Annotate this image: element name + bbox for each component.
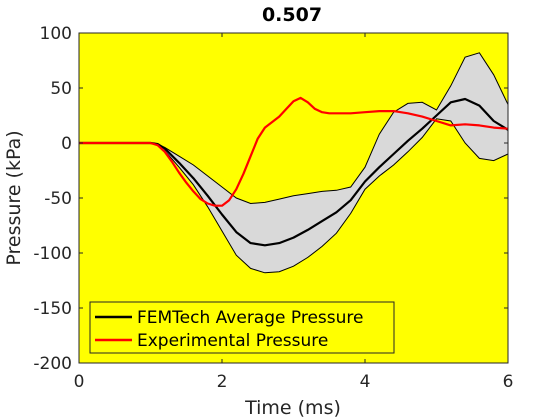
x-tick-label: 2: [217, 372, 228, 392]
y-tick-label: 50: [50, 79, 72, 99]
x-tick-label: 0: [74, 372, 85, 392]
x-tick-label: 4: [360, 372, 371, 392]
y-tick-label: -150: [33, 299, 72, 319]
y-axis-label: Pressure (kPa): [3, 130, 25, 265]
y-tick-label: -100: [33, 244, 72, 264]
legend-label-experimental: Experimental Pressure: [137, 331, 328, 351]
range-band-upper-edge: [79, 52, 509, 205]
x-tick-label: 6: [503, 372, 514, 392]
y-tick-label: 100: [40, 24, 72, 44]
y-tick-label: 0: [61, 134, 72, 154]
x-axis-label: Time (ms): [244, 397, 341, 419]
chart-title: 0.507: [262, 4, 322, 26]
y-tick-label: -50: [44, 189, 72, 209]
legend: FEMTech Average Pressure Experimental Pr…: [89, 301, 395, 354]
legend-label-average: FEMTech Average Pressure: [137, 308, 363, 328]
range-band: [79, 52, 508, 273]
series-line-experimental: [79, 96, 509, 207]
series-line-average: [79, 97, 509, 247]
plot-area: [79, 52, 509, 274]
legend-box: [89, 301, 395, 354]
range-band-lower-edge: [79, 118, 509, 274]
y-tick-label: -200: [33, 354, 72, 374]
axis-ticks: 0 2 4 6 -200 -150 -100 -50 0 50 100: [33, 24, 513, 392]
